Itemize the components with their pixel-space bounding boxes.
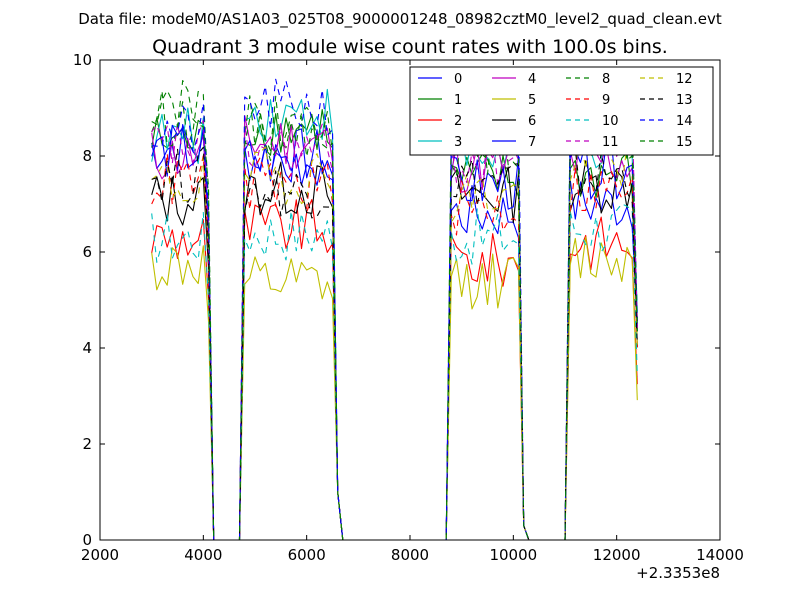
legend-label-1: 1 [454, 93, 462, 108]
x-tick-label: 14000 [696, 546, 744, 564]
legend-label-3: 3 [454, 135, 462, 150]
legend-label-15: 15 [676, 135, 693, 150]
y-tick-label: 10 [73, 51, 92, 69]
series-line-9 [151, 152, 638, 541]
legend-label-7: 7 [528, 135, 536, 150]
legend-label-6: 6 [528, 114, 536, 129]
series-line-0 [151, 124, 638, 541]
legend-label-0: 0 [454, 72, 462, 87]
legend-label-8: 8 [602, 72, 610, 87]
x-tick-label: 4000 [184, 546, 222, 564]
legend-label-10: 10 [602, 114, 619, 129]
series-line-5 [151, 236, 638, 541]
series-line-4 [151, 114, 638, 541]
x-offset-label: +2.3353e8 [636, 564, 720, 582]
series-line-11 [151, 104, 638, 541]
y-tick-label: 8 [82, 147, 92, 165]
legend-label-4: 4 [528, 72, 536, 87]
series-line-7 [151, 124, 638, 541]
series-line-6 [151, 160, 638, 541]
y-tick-label: 6 [82, 243, 92, 261]
series-line-1 [151, 109, 638, 541]
x-tick-label: 8000 [391, 546, 429, 564]
x-tick-label: 2000 [81, 546, 119, 564]
legend-label-9: 9 [602, 93, 610, 108]
series-line-13 [151, 146, 638, 541]
legend-box [409, 66, 714, 156]
series-line-12 [151, 132, 638, 541]
x-tick-label: 10000 [489, 546, 537, 564]
suptitle: Data file: modeM0/AS1A03_025T08_90000012… [78, 10, 722, 29]
legend-label-12: 12 [676, 72, 693, 87]
legend-label-14: 14 [676, 114, 693, 129]
legend-label-5: 5 [528, 93, 536, 108]
legend-label-2: 2 [454, 114, 462, 129]
x-tick-label: 6000 [288, 546, 326, 564]
series-line-10 [151, 203, 638, 541]
series-line-2 [151, 199, 638, 541]
chart-title: Quadrant 3 module wise count rates with … [152, 36, 668, 58]
x-tick-label: 12000 [593, 546, 641, 564]
y-tick-label: 2 [82, 435, 92, 453]
y-tick-label: 0 [82, 531, 92, 549]
series-line-8 [151, 90, 638, 541]
legend-label-13: 13 [676, 93, 693, 108]
legend-label-11: 11 [602, 135, 619, 150]
series-line-14 [151, 78, 638, 541]
y-tick-label: 4 [82, 339, 92, 357]
series-line-3 [151, 88, 638, 541]
